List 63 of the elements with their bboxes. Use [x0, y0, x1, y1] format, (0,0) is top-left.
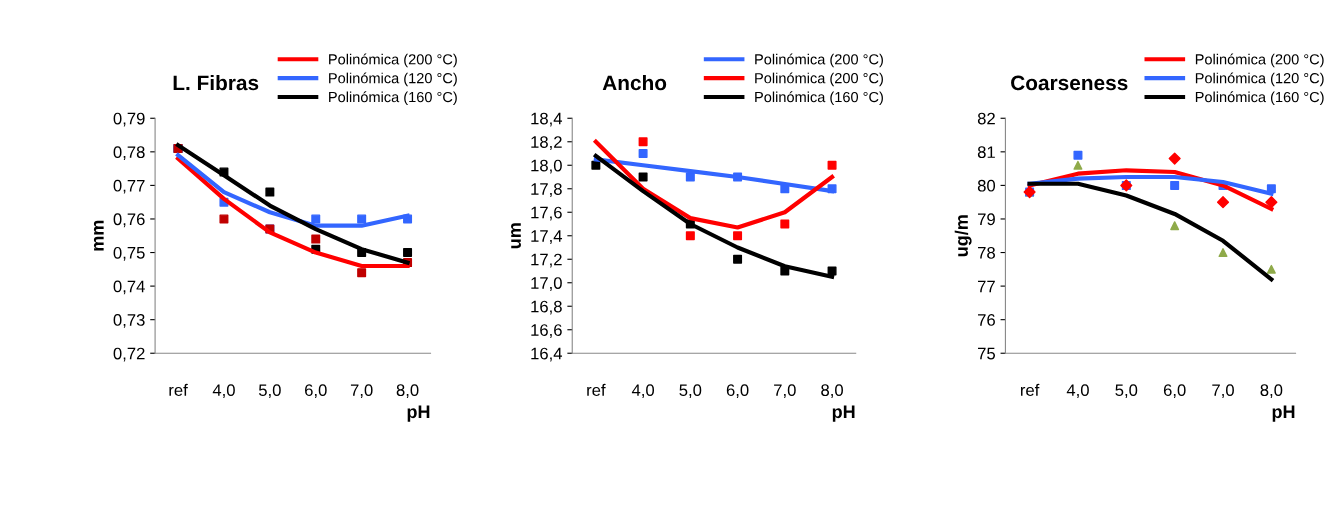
chart-title: Ancho — [602, 74, 667, 91]
chart-title: L. Fibras — [173, 74, 259, 91]
legend-label: Polinómica (200 °C) — [1195, 53, 1324, 68]
y-tick-label: 76 — [978, 314, 995, 326]
y-tick-label: 0,75 — [113, 246, 145, 261]
y-tick-label: 16,4 — [531, 347, 563, 362]
x-tick-label: 6,0 — [305, 384, 327, 398]
y-tick-label: 75 — [978, 347, 995, 360]
y-tick-label: 18,2 — [531, 136, 562, 150]
legend-label: Polinómica (200 °C) — [755, 53, 883, 68]
y-tick-label: 18,0 — [531, 159, 562, 174]
x-tick-label: 5,0 — [1115, 384, 1138, 398]
y-tick-label: 80 — [977, 179, 996, 192]
y-axis-title: ug/m — [954, 215, 972, 257]
y-tick-label: 0,74 — [113, 280, 145, 295]
x-tick-label: 8,0 — [1260, 384, 1283, 398]
legend-label: Polinómica (120 °C) — [1195, 72, 1324, 87]
x-tick-label: 6,0 — [726, 384, 749, 398]
y-axis-title: mm — [93, 220, 104, 251]
x-tick-label: 5,0 — [258, 384, 281, 398]
y-axis-title: um — [511, 223, 521, 249]
y-tick-label: 0,79 — [113, 112, 145, 127]
x-axis-title: pH — [1272, 405, 1295, 422]
x-tick-label: 4,0 — [212, 384, 235, 398]
legend-label: Polinómica (200 °C) — [329, 53, 457, 68]
y-tick-label: 78 — [978, 246, 995, 259]
y-tick-label: 17,8 — [531, 183, 562, 197]
x-tick-label: 6,0 — [1163, 384, 1186, 398]
x-tick-label: 7,0 — [1212, 384, 1234, 398]
y-tick-label: 0,73 — [113, 314, 145, 328]
y-tick-label: 18,4 — [531, 112, 563, 127]
y-tick-label: 17,2 — [531, 253, 562, 268]
y-tick-label: 82 — [977, 112, 995, 125]
y-tick-label: 0,77 — [113, 179, 145, 194]
legend-label: Polinómica (200 °C) — [755, 72, 883, 87]
x-axis-title: pH — [407, 405, 430, 422]
y-tick-label: 81 — [977, 146, 995, 159]
x-axis-title: pH — [832, 405, 855, 422]
x-tick-label: 4,0 — [1066, 384, 1089, 398]
legend-label: Polinómica (120 °C) — [329, 72, 457, 87]
y-tick-label: 0,72 — [113, 347, 145, 362]
y-tick-label: 17,0 — [531, 277, 562, 291]
x-tick-label: ref — [1020, 383, 1040, 397]
x-tick-label: 8,0 — [821, 384, 843, 398]
legend-label: Polinómica (160 °C) — [329, 91, 457, 106]
y-tick-label: 16,6 — [531, 324, 562, 338]
y-tick-label: 17,6 — [531, 206, 562, 221]
x-tick-label: 8,0 — [396, 384, 419, 398]
y-tick-label: 79 — [978, 213, 995, 226]
y-tick-label: 17,4 — [531, 230, 563, 244]
y-tick-label: 0,76 — [113, 213, 145, 228]
y-tick-label: 16,8 — [531, 300, 562, 315]
legend-label: Polinómica (160 °C) — [1195, 91, 1324, 106]
x-tick-label: 7,0 — [774, 384, 796, 398]
x-tick-label: ref — [587, 383, 606, 397]
x-tick-label: ref — [169, 383, 188, 397]
x-tick-label: 7,0 — [350, 384, 373, 398]
legend-label: Polinómica (160 °C) — [755, 91, 883, 106]
y-tick-label: 77 — [978, 280, 995, 293]
chart-title: Coarseness — [1011, 75, 1128, 91]
y-tick-label: 0,78 — [113, 146, 145, 161]
x-tick-label: 5,0 — [679, 384, 702, 398]
x-tick-label: 4,0 — [631, 384, 655, 398]
